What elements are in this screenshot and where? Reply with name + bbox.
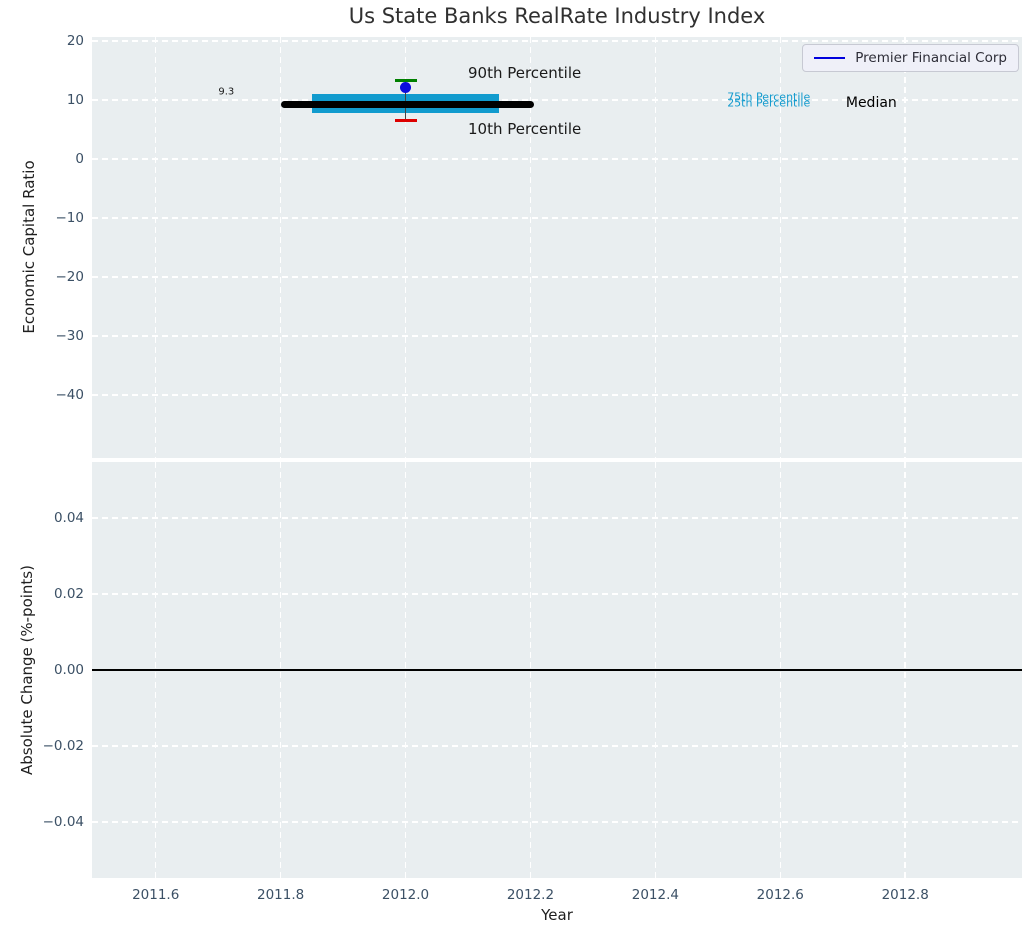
- gridline-x: [154, 37, 157, 458]
- chart-title: Us State Banks RealRate Industry Index: [348, 4, 766, 28]
- x-tick-label: 2011.6: [132, 887, 180, 903]
- legend-label: Premier Financial Corp: [855, 50, 1007, 66]
- zero-line: [92, 669, 1022, 671]
- panel-absolute-change: [92, 462, 1022, 878]
- gridline-x: [404, 37, 407, 458]
- company-point: [400, 81, 412, 93]
- gridline-y: [92, 217, 1022, 219]
- y-tick-label: 0: [75, 151, 84, 168]
- annotation-9-3: 9.3: [218, 86, 235, 98]
- gridline-y: [92, 394, 1022, 396]
- gridline-y: [92, 821, 1022, 823]
- y-tick-label: −30: [55, 327, 85, 344]
- gridline-y: [92, 745, 1022, 747]
- x-tick-label: 2011.8: [256, 887, 305, 903]
- x-axis-label-year: Year: [541, 906, 573, 924]
- annotation-median: Median: [845, 95, 897, 112]
- y-tick-label: 20: [66, 33, 84, 50]
- gridline-y: [92, 335, 1022, 337]
- gridline-y: [92, 276, 1022, 278]
- median-line: [280, 100, 534, 108]
- gridline-y: [92, 158, 1022, 160]
- gridline-y: [92, 99, 1022, 101]
- y-tick-label: 0.04: [53, 509, 84, 526]
- y-tick-label: 0.02: [53, 585, 84, 602]
- y-tick-label: −20: [55, 268, 85, 285]
- gridline-x: [779, 37, 782, 458]
- annotation-10th-percentile: 10th Percentile: [467, 119, 582, 138]
- legend: Premier Financial Corp: [802, 44, 1019, 72]
- gridline-y: [92, 593, 1022, 595]
- y-tick-label: −40: [55, 386, 85, 403]
- whisker-cap-10th: [394, 118, 417, 122]
- x-tick-label: 2012.4: [631, 887, 679, 903]
- x-tick-label: 2012.0: [381, 887, 430, 903]
- x-tick-label: 2012.6: [756, 887, 804, 903]
- whisker-line: [404, 80, 407, 121]
- whisker-cap-90th: [394, 79, 417, 83]
- y-axis-label-economic-capital-ratio: Economic Capital Ratio: [20, 160, 38, 334]
- y-tick-label: −0.04: [42, 814, 84, 831]
- gridline-y: [92, 40, 1022, 42]
- gridline-x: [904, 37, 906, 458]
- annotation-75th-percentile: 75th Percentile: [727, 90, 811, 104]
- y-axis-label-absolute-change: Absolute Change (%-points): [18, 565, 36, 775]
- y-tick-label: 10: [66, 92, 84, 109]
- gridline-x: [279, 37, 282, 458]
- y-tick-label: 0.00: [53, 662, 84, 678]
- gridline-x: [654, 37, 657, 458]
- x-tick-label: 2012.2: [506, 887, 555, 903]
- panel-economic-capital-ratio: Premier Financial Corp 90th Percentile 10…: [92, 37, 1022, 458]
- gridline-x: [529, 37, 532, 458]
- x-tick-label: 2012.8: [881, 887, 929, 903]
- annotation-25th-percentile: 25th Percentile: [727, 96, 811, 110]
- legend-line-swatch: [814, 56, 846, 60]
- annotation-90th-percentile: 90th Percentile: [467, 63, 582, 82]
- y-tick-label: −0.02: [42, 738, 84, 755]
- gridline-y: [92, 517, 1022, 519]
- y-tick-label: −10: [55, 210, 85, 227]
